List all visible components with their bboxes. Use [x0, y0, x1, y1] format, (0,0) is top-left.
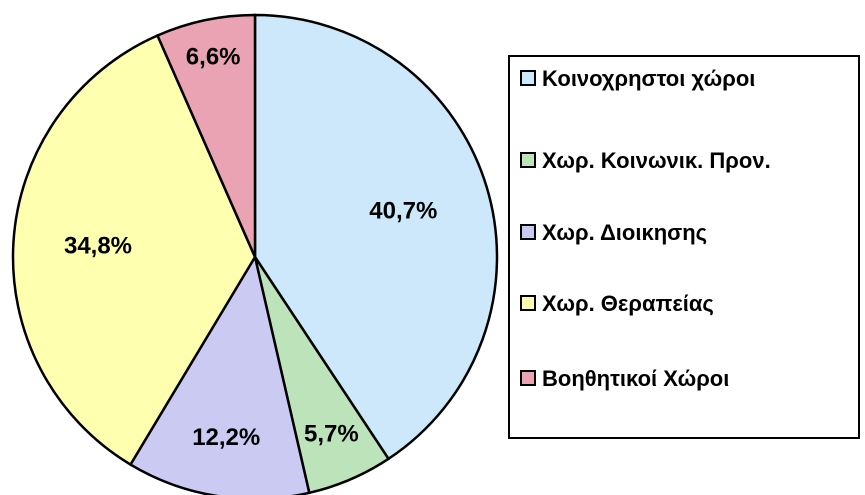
legend-swatch: [520, 70, 536, 86]
legend-item: Χωρ. Θεραπείας: [520, 290, 860, 317]
legend-label: Κοινοχρηστοι χώροι: [542, 66, 756, 91]
pie-slice: [128, 253, 311, 495]
legend-label: Χωρ. Θεραπείας: [542, 291, 714, 316]
legend-label: Βοηθητικοί Χώροι: [542, 366, 730, 391]
data-label: 12,2%: [192, 424, 260, 451]
legend: Κοινοχρηστοι χώροι Χωρ. Κοινωνικ. Προν. Χω…: [508, 55, 860, 439]
data-label: 40,7%: [369, 198, 437, 225]
data-label: 6,6%: [186, 43, 241, 70]
legend-swatch: [520, 224, 536, 240]
legend-item: Κοινοχρηστοι χώροι: [520, 65, 860, 92]
data-label: 5,7%: [304, 420, 359, 447]
legend-label: Χωρ. Κοινωνικ. Προν.: [542, 148, 771, 173]
legend-item: Χωρ. Διοικησης: [520, 219, 860, 246]
legend-label: Χωρ. Διοικησης: [542, 220, 708, 245]
legend-swatch: [520, 295, 536, 311]
data-label: 34,8%: [64, 232, 132, 259]
legend-swatch: [520, 370, 536, 386]
pie-slice: [11, 33, 257, 467]
legend-swatch: [520, 152, 536, 168]
legend-item: Χωρ. Κοινωνικ. Προν.: [520, 147, 860, 174]
pie-slice: [155, 13, 257, 258]
legend-item: Βοηθητικοί Χώροι: [520, 365, 860, 392]
